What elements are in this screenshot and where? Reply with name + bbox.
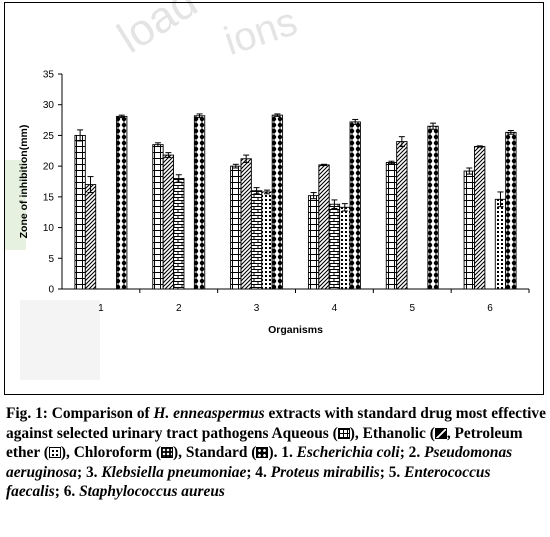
caption-sep-5: ; 6. — [54, 483, 80, 501]
bar-aqueous — [152, 144, 164, 290]
bar-standard — [271, 114, 284, 290]
y-tick-label: 25 — [43, 131, 55, 142]
bar-aqueous — [307, 195, 320, 290]
legend-swatch-standard — [256, 447, 269, 459]
y-tick-label: 35 — [43, 70, 55, 81]
x-tick-label: 3 — [254, 303, 260, 314]
bar-chloroform — [339, 206, 351, 290]
caption-organism-5: Enterococcus faecalis — [6, 463, 491, 501]
bar-chloroform — [261, 191, 273, 290]
caption-organism-4: Proteus mirabilis — [270, 463, 380, 481]
bar-standard — [505, 131, 517, 290]
legend-swatch-petroleum-ether — [48, 447, 61, 459]
caption-text-3: ), Ethanolic ( — [349, 424, 435, 442]
caption-sep-1: ; 2. — [399, 444, 425, 462]
bar-ethanolic — [162, 154, 174, 290]
caption-sep-3: ; 4. — [246, 463, 271, 481]
bar-ethanolic — [396, 141, 408, 290]
y-tick-label: 20 — [43, 162, 55, 173]
caption-organism-3: Klebsiella pneumoniae — [101, 463, 247, 481]
legend-swatch-chloroform — [161, 447, 174, 459]
legend-swatch-ethanolic — [434, 427, 447, 439]
bar-ethanolic — [318, 164, 330, 290]
bar-petroleum-ether — [173, 177, 185, 290]
caption-organism-1: Escherichia coli — [296, 444, 400, 462]
caption-text-6: ), Standard ( — [173, 444, 257, 462]
caption-organism-6: Staphylococcus aureus — [79, 483, 225, 501]
caption-organism-2: Pseudomonas aeruginosa — [6, 444, 513, 481]
y-tick-label: 10 — [43, 223, 55, 234]
bar-chloroform — [494, 198, 507, 290]
x-axis-label: Organisms — [268, 324, 323, 336]
caption-text-1: Comparison of — [47, 405, 154, 422]
caption-text-4: , Petroleum ether ( — [6, 424, 523, 462]
y-tick-label: 30 — [43, 100, 55, 111]
caption-text-7: ). 1. — [268, 444, 297, 462]
bar-petroleum-ether — [328, 203, 341, 290]
caption-sep-2: ; 3. — [77, 463, 102, 481]
y-tick-label: 5 — [48, 254, 54, 265]
caption-sep-4: ; 5. — [379, 463, 405, 481]
bar-aqueous — [463, 170, 475, 290]
bar-standard — [427, 125, 439, 290]
bar-ethanolic — [84, 184, 97, 290]
x-tick-label: 4 — [332, 303, 338, 314]
bar-aqueous — [385, 162, 398, 290]
caption-species: H. enneaspermus — [153, 405, 265, 422]
legend-swatch-aqueous — [337, 427, 350, 439]
x-tick-label: 2 — [176, 303, 182, 314]
y-tick-label: 15 — [43, 192, 55, 203]
bar-ethanolic — [240, 158, 252, 290]
x-tick-label: 1 — [98, 303, 104, 314]
bar-standard — [116, 115, 128, 290]
bar-standard — [349, 121, 361, 290]
bar-petroleum-ether — [250, 190, 263, 290]
x-tick-label: 6 — [487, 303, 493, 314]
bar-aqueous — [230, 165, 242, 290]
chart-frame — [4, 2, 544, 395]
y-tick-label: 0 — [48, 285, 54, 296]
bar-ethanolic — [474, 146, 486, 290]
x-tick-label: 5 — [409, 303, 415, 314]
bar-standard — [193, 115, 206, 290]
figure-caption: Fig. 1: Comparison of H. enneaspermus ex… — [6, 404, 546, 502]
caption-text-2: extracts with standard drug most effecti… — [6, 405, 546, 442]
caption-text-5: ), Chloroform ( — [60, 444, 162, 462]
caption-fig-label: Fig. 1: — [6, 405, 48, 422]
y-axis-label: Zone of inhibition(mm) — [18, 125, 30, 239]
bar-aqueous — [74, 134, 86, 290]
